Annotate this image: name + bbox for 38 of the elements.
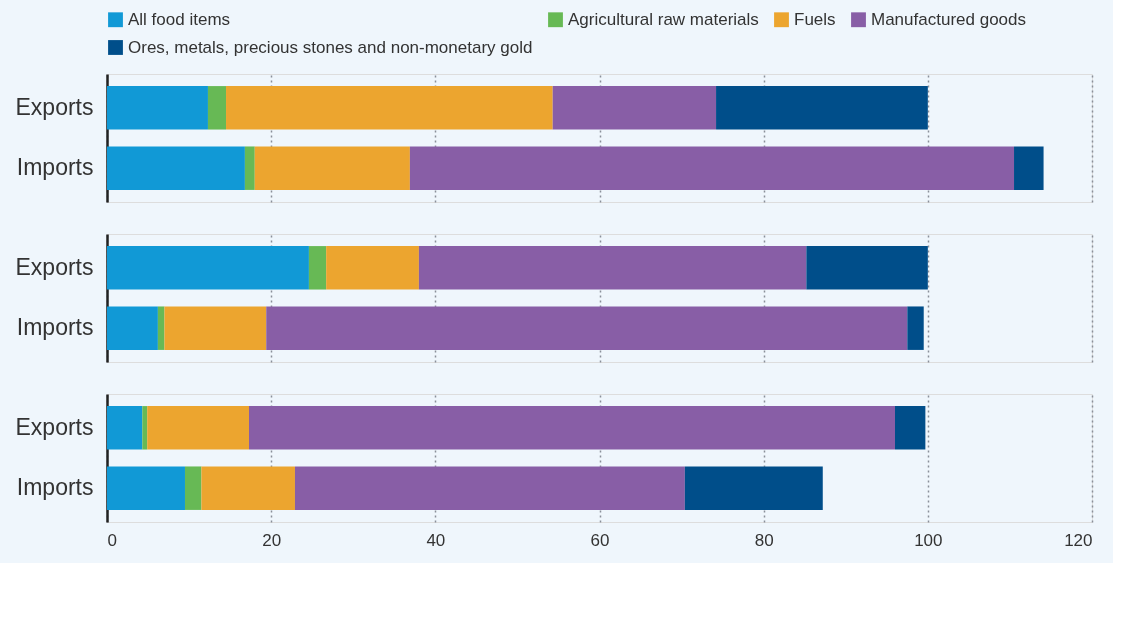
bar [1014, 146, 1044, 190]
bar [907, 306, 924, 350]
y-tick-label: Imports [16, 474, 94, 501]
x-tick-label: 20 [262, 530, 282, 550]
bar [552, 86, 717, 130]
y-tick-label: Imports [16, 314, 94, 341]
bar [308, 246, 327, 290]
x-tick-label: 60 [590, 530, 610, 550]
bar [107, 86, 208, 130]
bar [326, 246, 419, 290]
bar [409, 146, 1015, 190]
bar [107, 246, 309, 290]
y-tick-label: Imports [16, 154, 94, 181]
bar [107, 146, 245, 190]
bar [244, 146, 255, 190]
y-tick-label: Exports [15, 253, 94, 280]
x-tick-label: 0 [107, 530, 117, 550]
bar [207, 86, 227, 130]
x-tick-label: 100 [914, 530, 943, 550]
legend-label: Fuels [794, 9, 836, 29]
legend-label: All food items [128, 9, 231, 29]
legend-label: Ores, metals, precious stones and non-monetary gold [128, 37, 533, 57]
bar [254, 146, 410, 190]
y-tick-label: Exports [15, 413, 94, 440]
legend-label: Agricultural raw materials [568, 9, 759, 29]
x-tick-label: 120 [1064, 530, 1093, 550]
y-tick-label: Exports [15, 93, 94, 120]
bar [226, 86, 553, 130]
x-tick-label: 80 [754, 530, 774, 550]
bar [716, 86, 928, 130]
bar [157, 306, 165, 350]
x-tick-label: 40 [426, 530, 446, 550]
bar [164, 306, 267, 350]
bar [266, 306, 908, 350]
bar [418, 246, 807, 290]
bar [107, 306, 158, 350]
legend-label: Manufactured goods [871, 9, 1026, 29]
bar [806, 246, 928, 290]
